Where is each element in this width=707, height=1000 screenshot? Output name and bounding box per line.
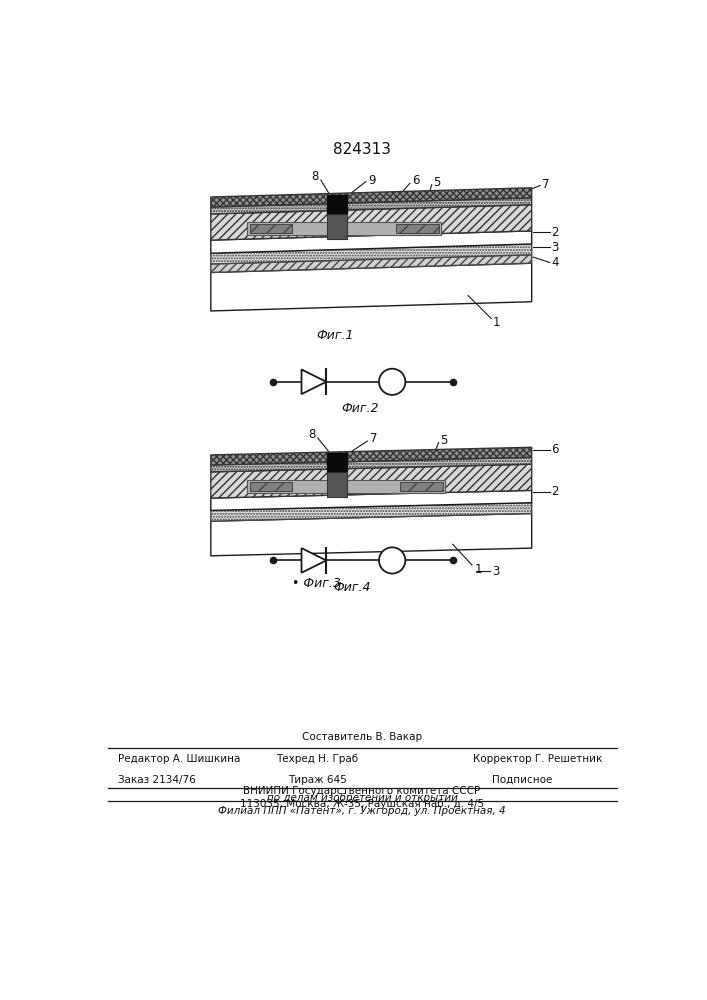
Polygon shape [211,244,532,264]
Text: 2: 2 [551,226,559,239]
Text: Фиг.2: Фиг.2 [341,402,378,415]
Text: Техред Н. Граб: Техред Н. Граб [276,754,358,764]
Polygon shape [301,369,327,394]
Bar [327,472,347,497]
Polygon shape [301,548,327,573]
Bar [327,214,347,239]
Polygon shape [211,231,532,253]
Polygon shape [211,255,532,272]
Polygon shape [211,490,532,510]
Text: 8: 8 [311,170,318,183]
Polygon shape [211,205,532,240]
Text: Редактор А. Шишкина: Редактор А. Шишкина [118,754,240,764]
Text: 824313: 824313 [333,142,391,157]
Bar [247,222,441,235]
Circle shape [379,547,405,574]
Bar [247,480,445,493]
Text: Фиг.4: Фиг.4 [333,581,370,594]
Text: 6: 6 [551,443,559,456]
Text: 3: 3 [551,241,559,254]
Text: Составитель В. Вакар: Составитель В. Вакар [302,732,422,742]
Bar [250,482,292,491]
Text: Фиг.1: Фиг.1 [316,329,354,342]
Text: Филиал ППП «Патент», г. Ужгород, ул. Проектная, 4: Филиал ППП «Патент», г. Ужгород, ул. Про… [218,806,506,816]
Polygon shape [211,464,532,498]
Polygon shape [211,447,532,465]
Bar [327,453,347,471]
Bar [250,224,292,233]
Text: 4: 4 [551,256,559,269]
Text: ВНИИПИ Государственного комитета СССР: ВНИИПИ Государственного комитета СССР [243,786,481,796]
Text: • Фиг.3: • Фиг.3 [292,577,341,590]
Text: 7: 7 [542,178,549,191]
Text: по делам изобретений и открытий: по делам изобретений и открытий [267,793,457,803]
Polygon shape [211,198,532,214]
Polygon shape [211,188,532,207]
Text: 9: 9 [368,174,376,187]
Text: Корректор Г. Решетник: Корректор Г. Решетник [473,754,602,764]
Bar [400,482,443,491]
Bar [396,224,438,233]
Text: 6: 6 [411,174,419,187]
Bar [327,195,347,213]
Text: 1: 1 [474,563,482,576]
Text: 7: 7 [370,432,378,445]
Polygon shape [211,263,532,311]
Text: 1: 1 [492,316,500,329]
Polygon shape [211,503,532,521]
Text: Тираж 645: Тираж 645 [288,775,346,785]
Text: 5: 5 [440,434,448,447]
Polygon shape [211,457,532,472]
Text: 8: 8 [308,428,315,441]
Text: Подписное: Подписное [492,775,553,785]
Text: 3: 3 [492,565,500,578]
Text: 113035, Москва, Ж-35, Раушская наб., д. 4/5: 113035, Москва, Ж-35, Раушская наб., д. … [240,799,484,809]
Polygon shape [211,513,532,556]
Text: 2: 2 [551,485,559,498]
Circle shape [379,369,405,395]
Text: Заказ 2134/76: Заказ 2134/76 [118,775,196,785]
Text: 5: 5 [433,176,440,189]
